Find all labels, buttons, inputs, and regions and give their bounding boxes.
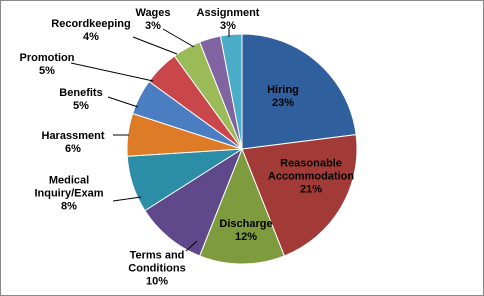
category-label: Terms and Conditions	[128, 249, 186, 275]
pie-slice	[199, 147, 285, 265]
value-label: 6%	[65, 143, 81, 155]
slice-label: Hiring 23%	[243, 84, 323, 110]
slice-label: Terms and Conditions 10%	[122, 250, 192, 289]
value-label: 12%	[234, 231, 258, 243]
value-label: 4%	[83, 31, 99, 43]
category-label: Benefits	[59, 87, 103, 99]
pie-slice	[241, 33, 357, 150]
category-label: Harassment	[41, 130, 105, 142]
value-label: 5%	[39, 65, 55, 77]
slice-label: Harassment 6%	[28, 130, 118, 156]
category-label: Promotion	[19, 52, 75, 64]
slice-label: Benefits 5%	[41, 87, 121, 113]
value-label: 8%	[61, 200, 77, 213]
leader-line	[162, 28, 195, 48]
category-label: Hiring	[267, 84, 299, 96]
slice-label: Medical Inquiry/Exam 8%	[29, 175, 109, 214]
value-label: 5%	[73, 100, 89, 112]
slice-label: Recordkeeping 4%	[41, 18, 141, 44]
value-label: 3%	[145, 20, 161, 32]
pie-slice	[241, 134, 358, 257]
slice-label: Reasonable Accommodation 21%	[261, 158, 361, 197]
leader-line	[70, 62, 154, 82]
category-label: Assignment	[196, 7, 260, 19]
value-label: 3%	[220, 20, 236, 32]
slice-label: Assignment 3%	[188, 7, 268, 33]
category-label: Medical Inquiry/Exam	[34, 174, 104, 200]
category-label: Wages	[135, 7, 171, 19]
value-label: 23%	[271, 97, 295, 109]
category-label: Reasonable Accommodation	[267, 157, 355, 183]
slice-label: Wages 3%	[123, 7, 183, 33]
leader-line	[185, 240, 198, 252]
category-label: Discharge	[219, 218, 273, 230]
pie-slice	[219, 33, 243, 150]
value-label: 10%	[145, 275, 169, 288]
category-label: Recordkeeping	[51, 18, 131, 30]
leader-line	[112, 196, 142, 202]
slice-label: Promotion 5%	[7, 52, 87, 78]
value-label: 21%	[299, 183, 323, 196]
slice-label: Discharge 12%	[206, 218, 286, 244]
pie-slice	[144, 147, 244, 257]
leader-line	[107, 96, 139, 108]
leader-line	[132, 36, 178, 55]
